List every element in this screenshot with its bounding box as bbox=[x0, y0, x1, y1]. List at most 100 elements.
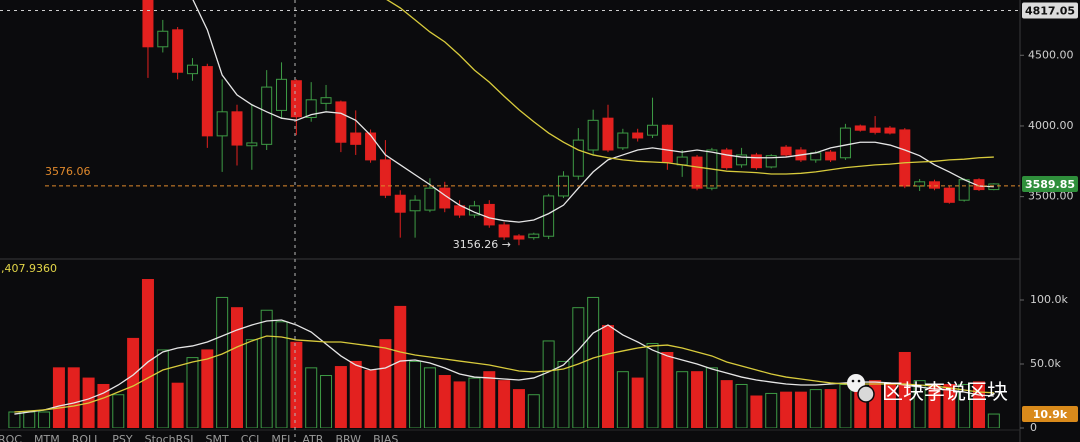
volume-bar bbox=[512, 389, 525, 428]
y-tick-label: 100.0k bbox=[1030, 293, 1068, 306]
y-tick-label: 4000.00 bbox=[1028, 119, 1074, 132]
indicator-tab[interactable]: BRW bbox=[335, 433, 361, 442]
indicator-tab[interactable]: PSY bbox=[112, 433, 133, 442]
indicator-tab[interactable]: ATR bbox=[302, 433, 323, 442]
volume-bar bbox=[572, 307, 585, 428]
candle-body bbox=[572, 139, 584, 177]
volume-bar bbox=[38, 411, 51, 428]
y-tick-label: 0 bbox=[1030, 421, 1037, 434]
candle-body bbox=[335, 101, 347, 143]
candle-body bbox=[602, 117, 614, 151]
volume-bar bbox=[245, 339, 258, 428]
volume-bar bbox=[676, 371, 689, 428]
volume-bar bbox=[275, 321, 288, 428]
axis-marker-label: 4817.05 bbox=[1025, 4, 1075, 17]
candle-body bbox=[825, 151, 837, 161]
volume-bar bbox=[141, 279, 154, 428]
volume-panel bbox=[8, 279, 1000, 428]
indicator-tabs: ROC MTM ROLL PSY StochRSI SMT CCI MFI ATR BRW BIAS bbox=[0, 433, 398, 442]
candle-body bbox=[869, 127, 881, 133]
indicator-tab[interactable]: CCI bbox=[241, 433, 260, 442]
candle-body bbox=[305, 99, 317, 118]
candle-body bbox=[409, 199, 421, 212]
volume-bar bbox=[557, 360, 570, 428]
candle-body bbox=[483, 203, 495, 226]
moving-average-line bbox=[14, 319, 994, 415]
study-value: ,407.9360 bbox=[1, 262, 57, 275]
volume-bar bbox=[735, 383, 748, 428]
volume-bar bbox=[320, 375, 333, 428]
volume-bar bbox=[438, 375, 451, 428]
volume-bar bbox=[364, 369, 377, 428]
y-tick-label: 4500.00 bbox=[1028, 48, 1074, 61]
volume-bar bbox=[305, 367, 318, 428]
indicator-tab[interactable]: SMT bbox=[206, 433, 229, 442]
candle-body bbox=[142, 0, 154, 48]
volume-bar bbox=[765, 392, 778, 428]
candle-body bbox=[186, 64, 198, 75]
volume-bar bbox=[156, 349, 169, 428]
candle-body bbox=[839, 127, 851, 159]
volume-bar bbox=[705, 367, 718, 428]
volume-bar bbox=[67, 367, 80, 428]
y-tick-label: 50.0k bbox=[1030, 357, 1061, 370]
indicator-tab[interactable]: BIAS bbox=[373, 433, 398, 442]
candle-body bbox=[379, 159, 391, 196]
candle-body bbox=[765, 155, 777, 168]
candle-body bbox=[424, 187, 436, 211]
volume-bar bbox=[616, 371, 629, 428]
candle-body bbox=[172, 29, 184, 73]
axis-marker-label: 3589.85 bbox=[1025, 178, 1075, 191]
candle-body bbox=[231, 111, 243, 146]
indicator-tab[interactable]: ROC bbox=[0, 433, 22, 442]
volume-bar bbox=[423, 367, 436, 428]
price-line-label: 3576.06 bbox=[45, 165, 91, 178]
volume-bar bbox=[542, 340, 555, 428]
candle-body bbox=[617, 132, 629, 149]
volume-bar bbox=[468, 377, 481, 428]
volume-bar bbox=[928, 383, 941, 428]
indicator-tab[interactable]: MFI bbox=[271, 433, 290, 442]
volume-bar bbox=[453, 381, 466, 428]
y-tick-label: 3500.00 bbox=[1028, 190, 1074, 203]
wechat-icon bbox=[857, 379, 861, 383]
volume-bar bbox=[809, 389, 822, 428]
indicator-tab[interactable]: ROLL bbox=[72, 433, 101, 442]
volume-bar bbox=[913, 380, 926, 428]
candle-body bbox=[528, 233, 540, 239]
candle-body bbox=[676, 156, 688, 166]
watermark: 区块李说区块 bbox=[847, 374, 1008, 404]
candle-body bbox=[587, 119, 599, 151]
wechat-icon bbox=[857, 385, 875, 403]
candle-body bbox=[884, 127, 896, 134]
candle-body bbox=[157, 30, 169, 48]
volume-bar bbox=[646, 343, 659, 428]
candle-body bbox=[632, 132, 644, 139]
candle-body bbox=[365, 132, 377, 161]
volume-bar bbox=[201, 349, 214, 428]
indicator-tab[interactable]: StochRSI bbox=[145, 433, 194, 442]
volume-bar bbox=[631, 377, 644, 428]
candle-body bbox=[216, 111, 228, 137]
volume-bar bbox=[186, 357, 199, 428]
price-panel bbox=[142, 0, 1000, 246]
volume-bar bbox=[958, 383, 971, 428]
candle-body bbox=[928, 181, 940, 189]
volume-bar bbox=[498, 380, 511, 428]
candle-body bbox=[290, 80, 302, 118]
candle-body bbox=[261, 86, 273, 145]
candle-body bbox=[513, 235, 525, 240]
volume-bar bbox=[720, 380, 733, 428]
wechat-icon bbox=[851, 379, 855, 383]
volume-bar bbox=[527, 394, 540, 428]
moving-average-line bbox=[192, 0, 994, 223]
volume-bar bbox=[216, 296, 229, 428]
axis-marker-label: 10.9k bbox=[1033, 408, 1068, 421]
indicator-tab[interactable]: MTM bbox=[34, 433, 60, 442]
volume-bar bbox=[394, 305, 407, 428]
candle-body bbox=[691, 156, 703, 189]
volume-bar bbox=[171, 382, 184, 428]
volume-bar bbox=[602, 325, 614, 428]
volume-bar bbox=[943, 383, 956, 428]
candle-body bbox=[899, 129, 911, 187]
